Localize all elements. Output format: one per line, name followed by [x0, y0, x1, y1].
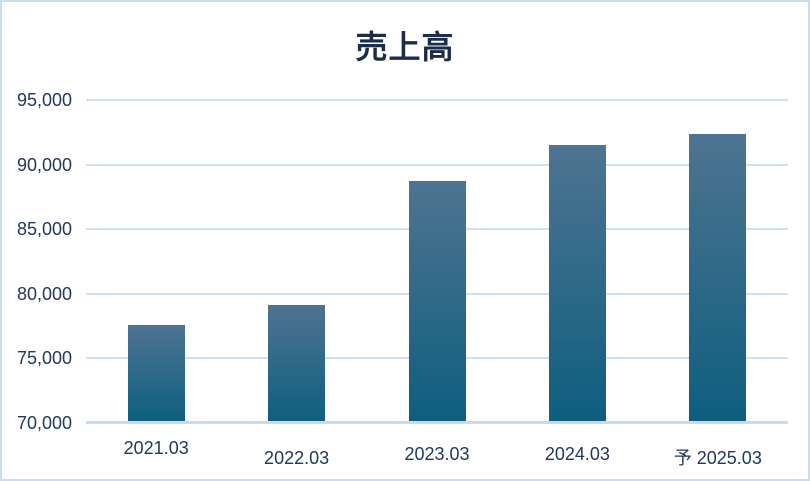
x-axis-label: 2022.03	[264, 448, 330, 468]
y-axis-label: 80,000	[16, 283, 72, 304]
bar	[689, 133, 747, 423]
y-axis-label: 75,000	[16, 348, 72, 369]
x-axis: 2021.03 2022.03 2023.03 2024.03 予 2025.03	[86, 438, 788, 468]
x-axis-label: 2024.03	[544, 444, 610, 464]
y-axis: 95,000 90,000 85,000 80,000 75,000 70,000	[2, 90, 72, 433]
y-axis-label: 90,000	[16, 154, 72, 175]
bar	[127, 324, 185, 423]
bar	[268, 305, 326, 423]
x-axis-label: 2021.03	[123, 438, 189, 458]
chart-title: 売上高	[355, 29, 455, 65]
plot-area	[86, 99, 788, 424]
gridline	[86, 99, 788, 101]
x-axis-line	[86, 421, 788, 424]
x-axis-label: 2023.03	[404, 444, 470, 464]
y-axis-label: 70,000	[16, 413, 72, 433]
bar	[408, 181, 466, 423]
y-axis-label: 95,000	[16, 90, 72, 110]
x-axis-label: 予 2025.03	[673, 448, 762, 468]
gridline	[86, 163, 788, 166]
y-axis-label: 85,000	[16, 219, 72, 240]
bar	[548, 145, 606, 423]
